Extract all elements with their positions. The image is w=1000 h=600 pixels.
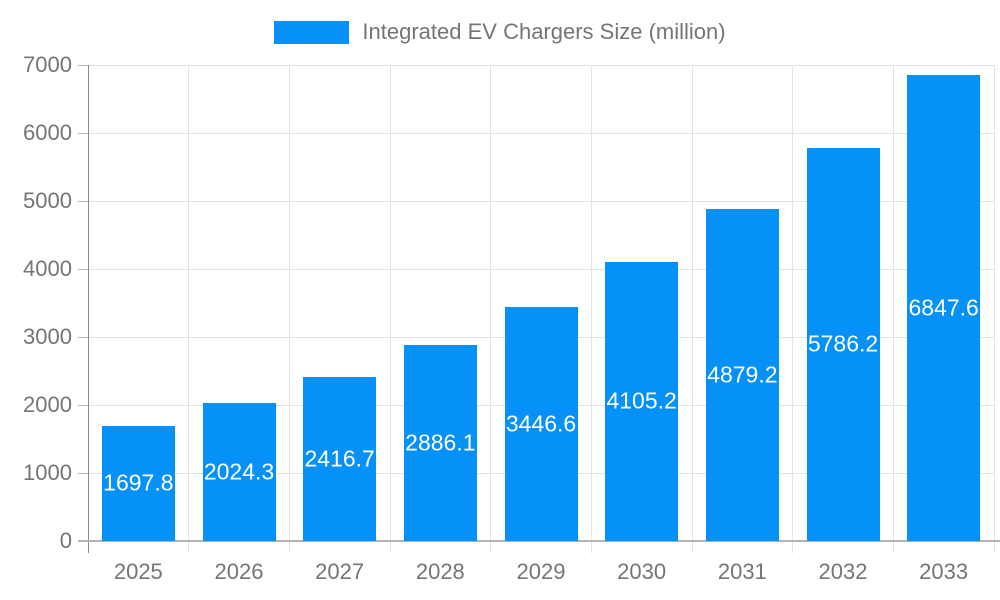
- bar-value-label: 6847.6: [908, 294, 979, 321]
- y-axis-tick-label: 5000: [23, 188, 72, 213]
- x-axis-label: 2030: [617, 559, 667, 584]
- bar-value-label: 2024.3: [203, 458, 275, 485]
- bar-2028[interactable]: [403, 344, 477, 541]
- y-axis-tick-label: 4000: [23, 256, 72, 281]
- y-axis-line: [87, 65, 89, 553]
- y-axis-tick: [78, 64, 88, 66]
- bar-value-label: 1697.8: [103, 469, 174, 496]
- gridline-vertical: [288, 65, 290, 553]
- gridline-vertical: [691, 65, 693, 553]
- x-axis-label: 2025: [113, 559, 163, 584]
- y-axis-tick: [78, 404, 88, 406]
- x-axis-label: 2028: [415, 559, 465, 584]
- legend-swatch: [274, 20, 350, 44]
- x-axis-label: 2027: [315, 559, 365, 584]
- gridline-horizontal: [88, 268, 994, 270]
- y-axis-tick-label: 1000: [23, 460, 72, 485]
- gridline-horizontal: [88, 64, 994, 66]
- y-axis-tick: [78, 200, 88, 202]
- x-axis-label: 2033: [919, 559, 969, 584]
- gridline-vertical: [993, 65, 995, 553]
- bar-value-label: 5786.2: [807, 330, 879, 357]
- gridline-horizontal: [88, 132, 994, 134]
- gridline-vertical: [188, 65, 190, 553]
- bar-2026[interactable]: [202, 403, 276, 541]
- bar-2032[interactable]: [806, 147, 880, 541]
- legend[interactable]: Integrated EV Chargers Size (million): [0, 19, 1000, 45]
- y-axis-tick-label: 2000: [23, 392, 72, 417]
- y-axis-tick: [78, 268, 88, 270]
- gridline-vertical: [490, 65, 492, 553]
- y-axis-tick: [78, 132, 88, 134]
- x-axis-label: 2029: [516, 559, 566, 584]
- gridline-vertical: [892, 65, 894, 553]
- gridline-horizontal: [88, 200, 994, 202]
- bar-value-label: 4879.2: [707, 361, 778, 388]
- bar-2030[interactable]: [605, 261, 679, 541]
- bar-2025[interactable]: [101, 425, 175, 541]
- bar-value-label: 2886.1: [405, 429, 476, 456]
- x-axis-label: 2031: [717, 559, 767, 584]
- bar-2033[interactable]: [907, 75, 981, 541]
- y-axis-tick-label: 3000: [23, 324, 72, 349]
- bar-2027[interactable]: [303, 376, 377, 541]
- x-axis-line: [78, 540, 1000, 542]
- bar-2031[interactable]: [705, 209, 779, 541]
- bar-2029[interactable]: [504, 306, 578, 541]
- y-axis-tick: [78, 336, 88, 338]
- y-axis-tick: [78, 472, 88, 474]
- gridline-vertical: [389, 65, 391, 553]
- x-axis-label: 2026: [214, 559, 264, 584]
- bar-value-label: 4105.2: [606, 387, 677, 414]
- y-axis-tick-label: 6000: [23, 120, 72, 145]
- legend-label: Integrated EV Chargers Size (million): [362, 19, 726, 44]
- gridline-vertical: [590, 65, 592, 553]
- bar-value-label: 2416.7: [304, 445, 375, 472]
- bar-value-label: 3446.6: [505, 410, 577, 437]
- gridline-vertical: [792, 65, 794, 553]
- y-axis-tick-label: 7000: [23, 52, 72, 77]
- y-axis-tick-label: 0: [59, 528, 72, 553]
- x-axis-label: 2032: [818, 559, 868, 584]
